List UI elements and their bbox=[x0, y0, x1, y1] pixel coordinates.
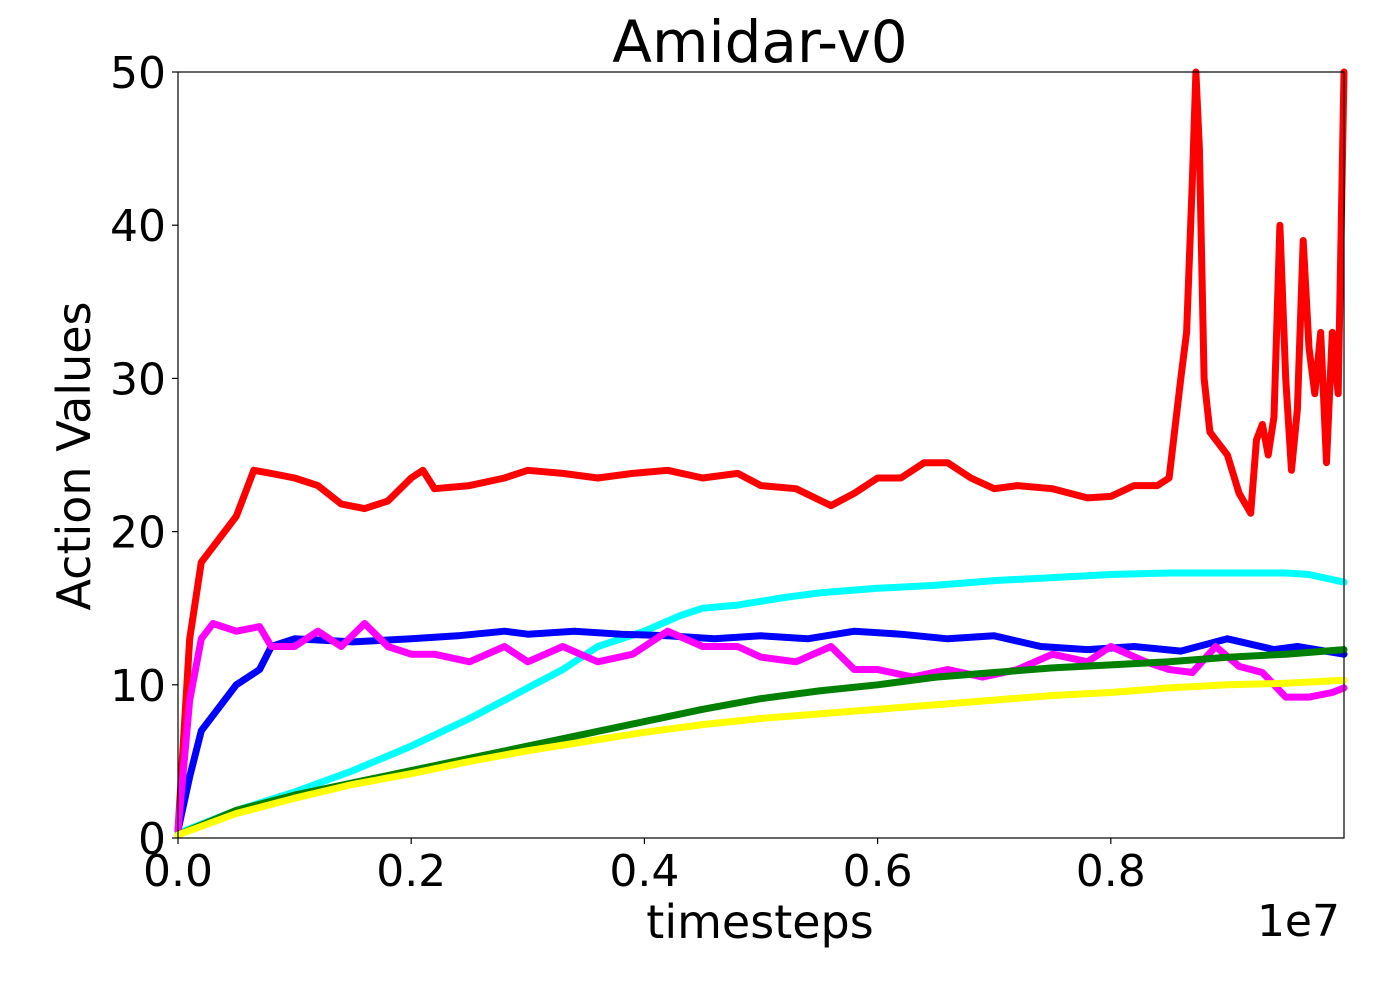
x-tick-label: 0.4 bbox=[609, 846, 679, 897]
y-tick-label: 50 bbox=[110, 48, 166, 99]
chart-title: Amidar-v0 bbox=[612, 8, 907, 76]
x-axis-ticks: 0.0 0.2 0.4 0.6 0.8 bbox=[143, 838, 1146, 897]
x-tick-label: 0.0 bbox=[143, 846, 213, 897]
x-axis-offset-text: 1e7 bbox=[1257, 896, 1340, 947]
series-line-2 bbox=[174, 569, 1348, 837]
y-axis-label: Action Values bbox=[47, 302, 101, 611]
x-tick-label: 0.2 bbox=[376, 846, 446, 897]
x-axis-label: timesteps bbox=[646, 895, 873, 949]
series-line-4 bbox=[174, 620, 1348, 834]
series-line-3 bbox=[174, 627, 1348, 834]
y-tick-label: 30 bbox=[110, 354, 166, 405]
y-tick-label: 40 bbox=[110, 201, 166, 252]
series-line-6 bbox=[174, 676, 1348, 839]
series-line-1 bbox=[174, 68, 1348, 834]
y-axis-ticks: 0 10 20 30 40 50 bbox=[110, 48, 178, 865]
y-tick-label: 20 bbox=[110, 508, 166, 559]
y-tick-label: 10 bbox=[110, 661, 166, 712]
series-line-5 bbox=[174, 646, 1348, 839]
x-tick-label: 0.8 bbox=[1076, 846, 1146, 897]
plot-series-group bbox=[174, 68, 1348, 839]
x-tick-label: 0.6 bbox=[843, 846, 913, 897]
plot-area-frame bbox=[177, 71, 1345, 839]
y-tick-label: 0 bbox=[138, 814, 166, 865]
